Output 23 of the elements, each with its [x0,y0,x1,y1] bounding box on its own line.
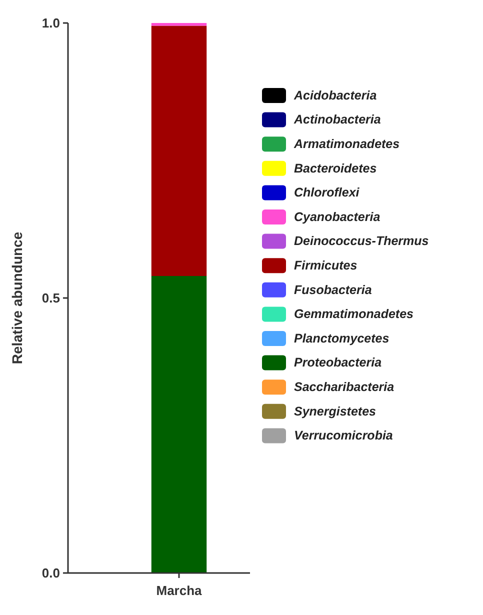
bar [151,26,207,276]
legend-label: Fusobacteria [294,282,372,297]
legend-label: Actinobacteria [293,112,381,127]
legend-label: Proteobacteria [294,356,382,370]
y-tick-label: 0.0 [42,566,60,581]
legend-label: Gemmatimonadetes [294,307,414,322]
legend-label: Acidobacteria [293,88,377,102]
legend-label: Chloroflexi [294,186,360,200]
legend-label: Verrucomicrobia [294,428,393,443]
legend-label: Planctomycetes [294,331,390,346]
bar [151,23,207,26]
y-axis-title: Relative abundunce [9,232,25,364]
legend-label: Armatimonadetes [293,136,400,151]
legend-label: Deinococcus-Thermus [294,234,429,248]
x-tick-label: Marcha [156,583,203,598]
legend-label: Bacteroidetes [294,161,377,176]
bar [151,276,207,573]
legend-label: Saccharibacteria [294,380,394,394]
y-tick-label: 0.5 [42,290,60,306]
legend-label: Synergistetes [294,404,376,418]
legend-label: Firmicutes [294,258,358,272]
y-tick-label: 1.0 [42,16,60,31]
legend-label: Cyanobacteria [294,210,380,224]
